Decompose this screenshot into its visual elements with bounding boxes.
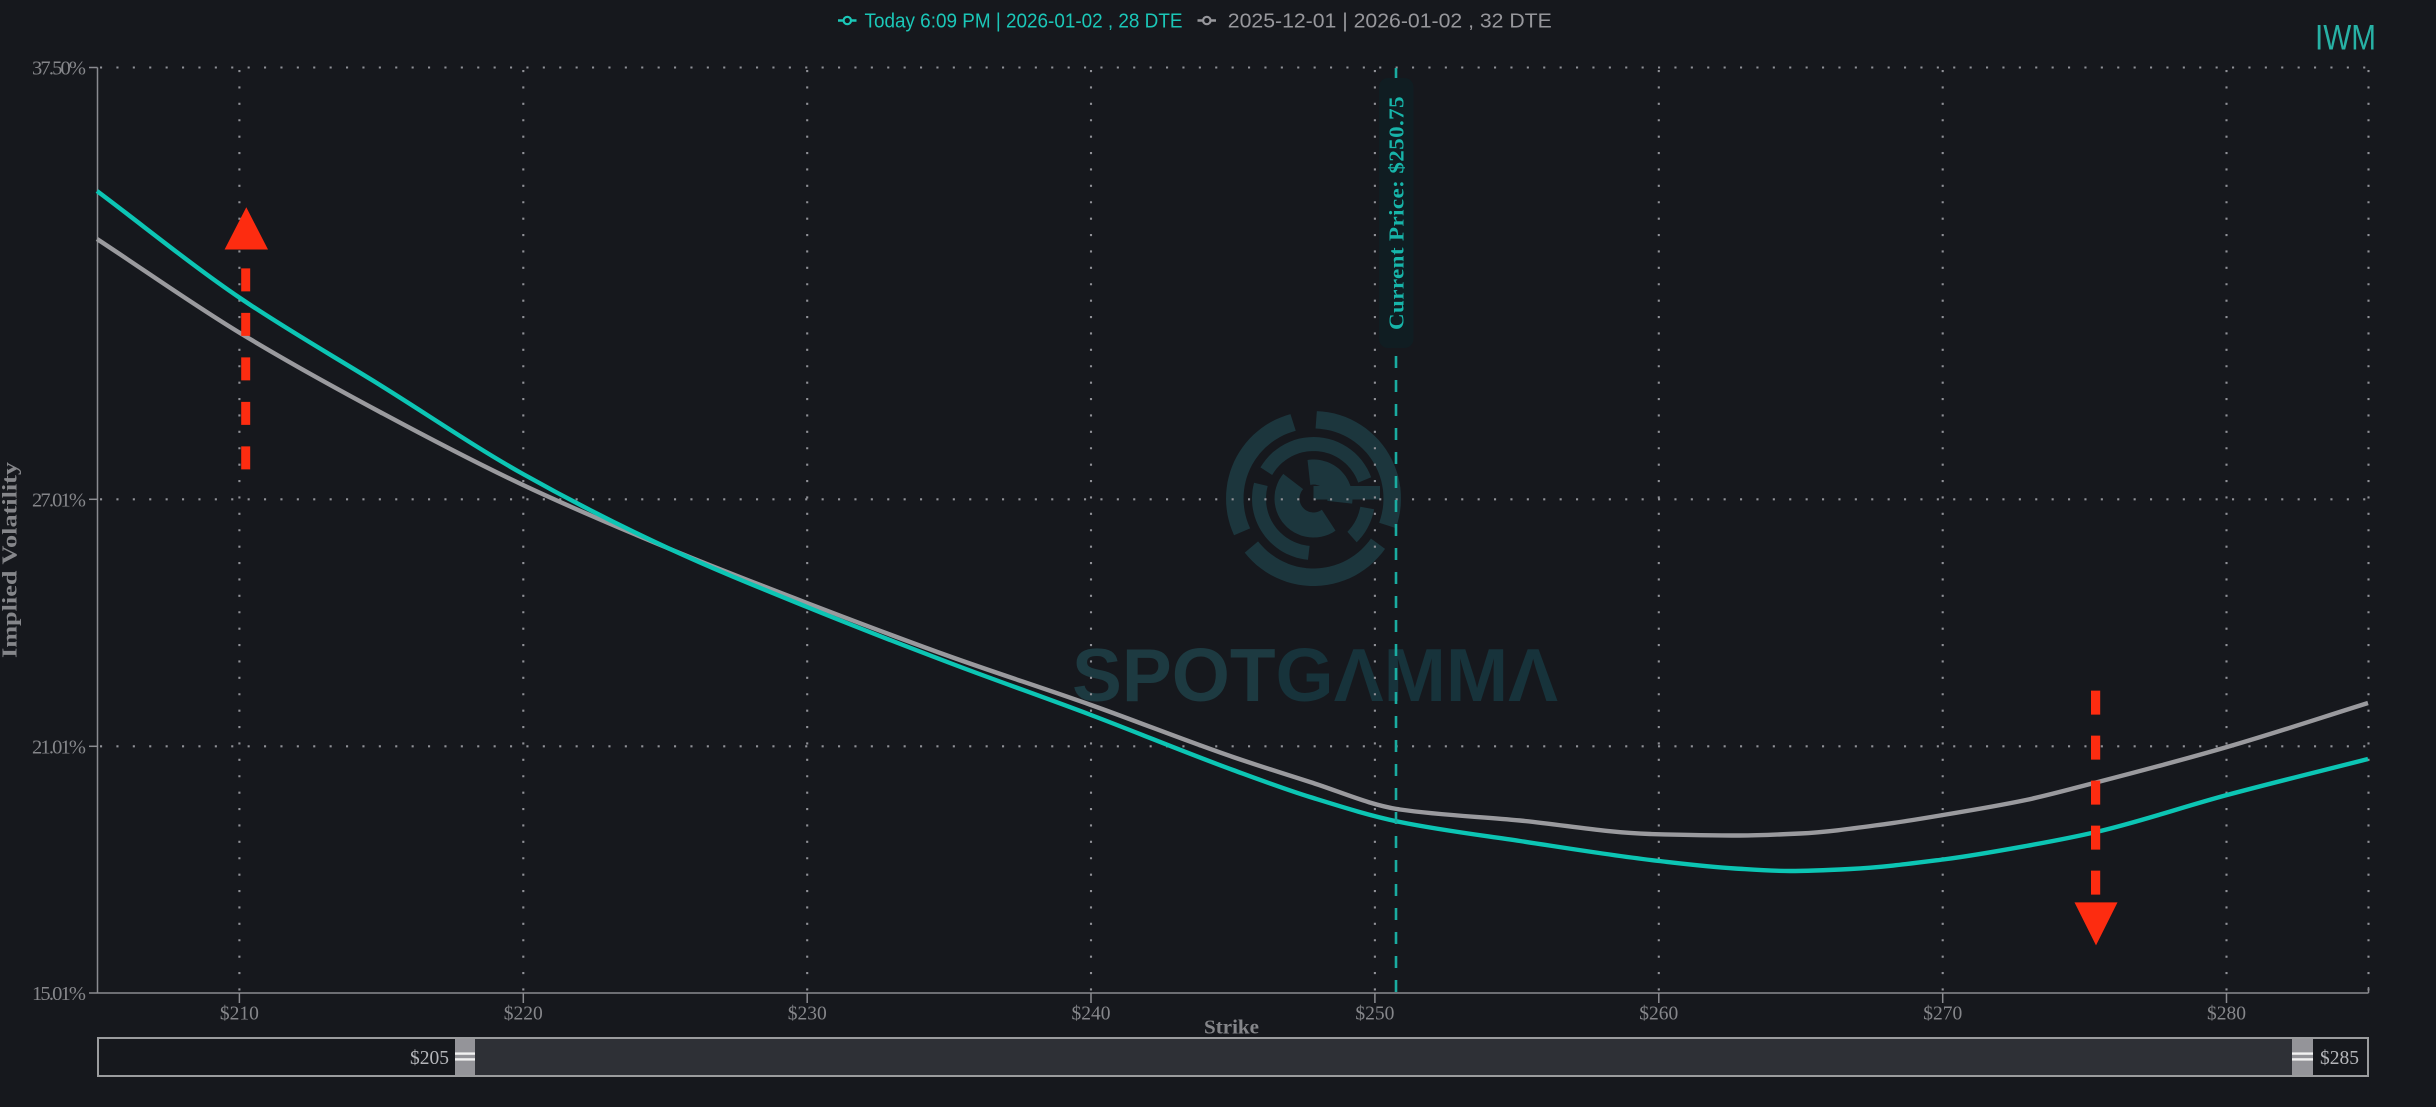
svg-text:$260: $260 — [1639, 1004, 1678, 1025]
svg-text:SPOTGΛMMΛ: SPOTGΛMMΛ — [1072, 633, 1558, 717]
svg-text:Implied Volatility: Implied Volatility — [0, 461, 22, 658]
svg-text:$250: $250 — [1355, 1004, 1394, 1025]
svg-text:Current Price: $250.75: Current Price: $250.75 — [1385, 96, 1409, 330]
svg-text:$240: $240 — [1072, 1004, 1111, 1025]
svg-text:$285: $285 — [2320, 1048, 2359, 1069]
svg-text:27.01%: 27.01% — [32, 489, 86, 511]
svg-text:21.01%: 21.01% — [32, 736, 86, 758]
svg-text:IWM: IWM — [2315, 19, 2376, 58]
svg-text:$205: $205 — [410, 1048, 449, 1069]
svg-text:$220: $220 — [504, 1004, 543, 1025]
svg-text:$270: $270 — [1923, 1004, 1962, 1025]
svg-text:15.01%: 15.01% — [32, 983, 86, 1005]
svg-text:$210: $210 — [220, 1004, 259, 1025]
svg-text:$280: $280 — [2207, 1004, 2246, 1025]
svg-text:37.50%: 37.50% — [32, 58, 86, 80]
svg-text:Strike: Strike — [1204, 1018, 1259, 1039]
svg-text:Today 6:09 PM | 2026-01-02 , 2: Today 6:09 PM | 2026-01-02 , 28 DTE — [865, 10, 1183, 33]
svg-text:2025-12-01 | 2026-01-02 , 32 D: 2025-12-01 | 2026-01-02 , 32 DTE — [1228, 10, 1552, 33]
svg-text:$230: $230 — [788, 1004, 827, 1025]
